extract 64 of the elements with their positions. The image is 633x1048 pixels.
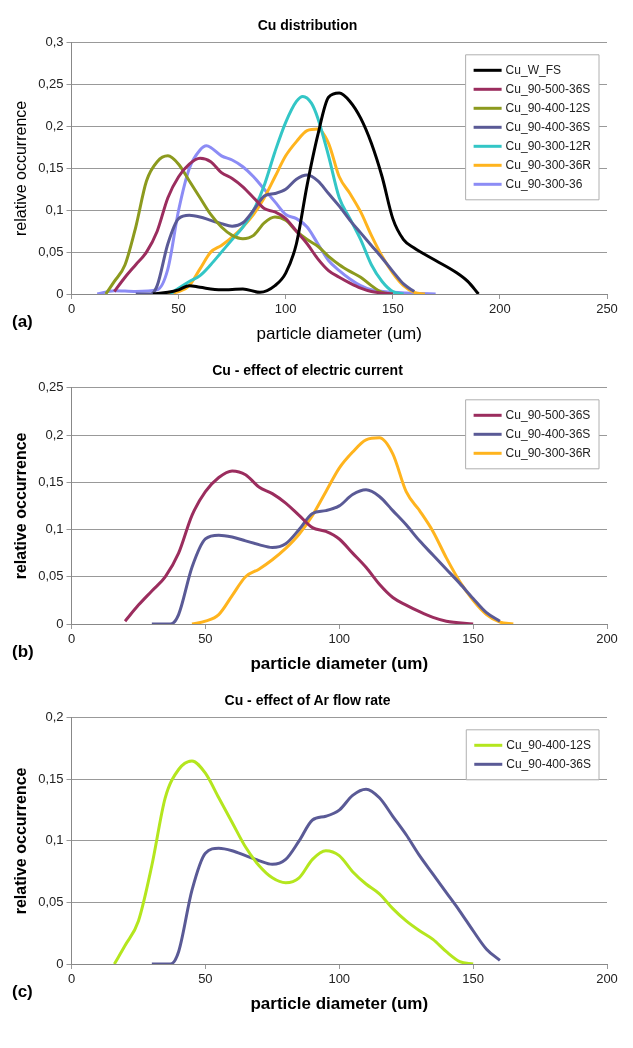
x-tick-label: 150 [381, 301, 404, 317]
y-tick-label: 0,15 [38, 770, 64, 786]
legend-label: Cu_90-300-12R [505, 138, 592, 153]
x-tick-label: 250 [596, 301, 618, 317]
y-axis-title: relative occurrence [12, 100, 30, 236]
chart-title: Cu - effect of electric current [212, 362, 404, 379]
line-series [123, 469, 475, 624]
x-tick-label: 50 [171, 301, 186, 317]
y-tick-label: 0 [56, 285, 64, 301]
x-axis-title: particle diameter (um) [250, 654, 429, 674]
y-axis-title: relative occurrence [12, 432, 30, 580]
legend-label: Cu_90-400-36S [505, 119, 591, 134]
y-tick-label: 0,2 [45, 118, 64, 134]
legend-label: Cu_W_FS [505, 62, 561, 77]
y-tick-label: 0,2 [45, 426, 64, 442]
x-tick-label: 200 [596, 631, 618, 647]
legend-label: Cu_90-300-36R [505, 445, 592, 460]
y-tick-label: 0 [56, 955, 64, 971]
y-tick-label: 0,05 [38, 894, 64, 910]
legend-label: Cu_90-500-36S [505, 407, 591, 422]
y-tick-label: 0 [56, 615, 64, 631]
line-series [150, 787, 502, 964]
x-tick-label: 0 [67, 971, 76, 987]
y-axis-title: relative occurrence [12, 767, 30, 915]
legend-label: Cu_90-500-36S [505, 81, 591, 96]
y-tick-label: 0,15 [38, 159, 64, 175]
y-tick-label: 0,1 [45, 201, 64, 217]
x-tick-label: 150 [462, 971, 484, 987]
x-tick-label: 100 [274, 301, 297, 317]
legend-label: Cu_90-400-36S [505, 426, 591, 441]
chart-title: Cu distribution [257, 17, 358, 34]
x-tick-label: 0 [67, 301, 76, 317]
y-tick-label: 0,05 [38, 243, 64, 259]
y-tick-label: 0,05 [38, 568, 64, 584]
text: (c) [12, 982, 33, 1002]
text: (b) [12, 642, 34, 662]
x-tick-label: 150 [462, 631, 484, 647]
line-series [151, 91, 480, 294]
y-tick-label: 0,25 [38, 76, 64, 92]
text: (a) [12, 312, 33, 332]
x-tick-label: 200 [489, 301, 511, 317]
line-series [134, 173, 416, 294]
legend-label: Cu_90-400-12S [506, 737, 592, 752]
x-tick-label: 200 [596, 971, 618, 987]
y-tick-label: 0,3 [45, 34, 64, 50]
y-tick-label: 0,25 [38, 379, 64, 395]
y-tick-label: 0,15 [38, 473, 64, 489]
y-tick-label: 0,1 [45, 832, 64, 848]
y-tick-label: 0,2 [45, 709, 64, 725]
legend-label: Cu_90-300-36R [505, 157, 592, 172]
legend-label: Cu_90-400-36S [506, 756, 592, 771]
x-tick-label: 50 [198, 631, 213, 647]
x-tick-label: 0 [67, 631, 76, 647]
line-series [150, 488, 502, 624]
x-axis-title: particle diameter (um) [250, 994, 429, 1014]
legend-label: Cu_90-300-36 [505, 176, 583, 191]
chart-title: Cu - effect of Ar flow rate [224, 692, 391, 709]
y-tick-label: 0,1 [45, 521, 64, 537]
x-axis-title: particle diameter (um) [256, 324, 422, 344]
legend-label: Cu_90-400-12S [505, 100, 591, 115]
x-tick-label: 100 [328, 631, 351, 647]
line-series [112, 759, 475, 964]
x-tick-label: 100 [328, 971, 351, 987]
x-tick-label: 50 [198, 971, 213, 987]
